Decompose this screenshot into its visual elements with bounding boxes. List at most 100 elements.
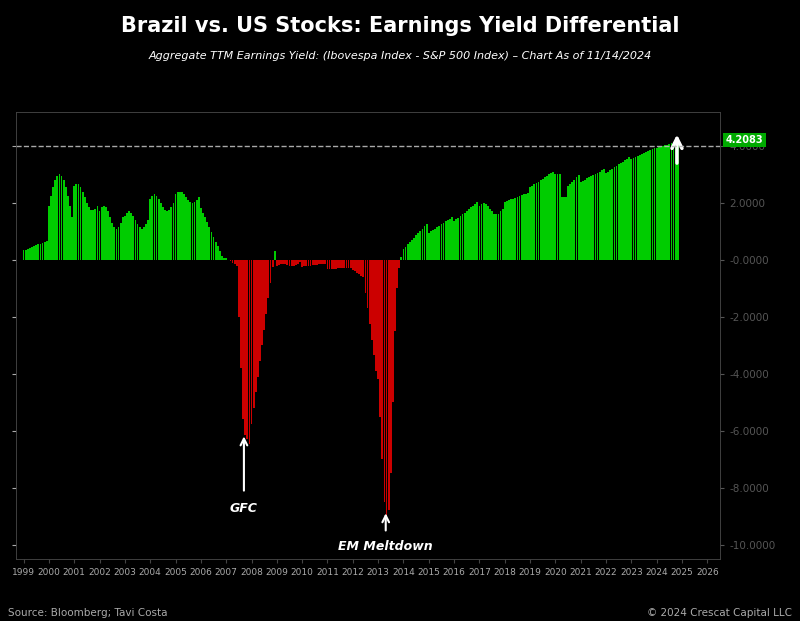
Bar [669, 144, 670, 260]
Bar [299, 260, 301, 261]
Bar [622, 161, 624, 260]
Bar [210, 232, 212, 260]
Bar [529, 188, 531, 260]
Bar [173, 203, 174, 260]
Bar [145, 224, 147, 260]
Bar [570, 184, 571, 260]
Bar [78, 184, 79, 260]
Bar [217, 247, 218, 260]
Bar [58, 175, 60, 260]
Bar [354, 260, 356, 271]
Bar [137, 224, 138, 260]
Bar [80, 187, 82, 260]
Bar [419, 231, 422, 260]
Bar [673, 142, 674, 260]
Bar [278, 260, 280, 265]
Bar [624, 160, 626, 260]
Bar [614, 167, 615, 260]
Bar [22, 250, 25, 260]
Bar [491, 212, 493, 260]
Bar [674, 142, 677, 260]
Bar [111, 223, 113, 260]
Bar [124, 215, 126, 260]
Bar [174, 194, 177, 260]
Bar [143, 227, 145, 260]
Bar [34, 246, 35, 260]
Bar [576, 177, 578, 260]
Bar [25, 250, 26, 260]
Bar [449, 219, 450, 260]
Bar [257, 260, 258, 376]
Bar [369, 260, 370, 324]
Bar [94, 209, 96, 260]
Bar [495, 214, 498, 260]
Bar [643, 153, 645, 260]
Bar [432, 230, 434, 260]
Bar [386, 260, 387, 516]
Bar [586, 178, 588, 260]
Bar [69, 206, 71, 260]
Bar [660, 147, 662, 260]
Bar [554, 175, 556, 260]
Bar [620, 163, 622, 260]
Bar [39, 243, 42, 260]
Bar [242, 260, 244, 419]
Bar [379, 260, 381, 417]
Bar [442, 223, 445, 260]
Bar [358, 260, 360, 274]
Bar [147, 220, 149, 260]
Bar [348, 260, 350, 268]
Bar [365, 260, 366, 292]
Bar [236, 260, 238, 266]
Bar [141, 229, 142, 260]
Bar [584, 179, 586, 260]
Bar [179, 191, 181, 260]
Bar [521, 195, 522, 260]
Bar [44, 242, 46, 260]
Bar [574, 179, 575, 260]
Bar [630, 159, 632, 260]
Bar [558, 175, 561, 260]
Bar [588, 177, 590, 260]
Bar [52, 187, 54, 260]
Bar [472, 206, 474, 260]
Bar [396, 260, 398, 288]
Text: Aggregate TTM Earnings Yield: (Ibovespa Index - S&P 500 Index) – Chart As of 11/: Aggregate TTM Earnings Yield: (Ibovespa … [148, 51, 652, 61]
Bar [605, 173, 607, 260]
Bar [371, 260, 373, 340]
Bar [75, 184, 78, 260]
Bar [498, 214, 499, 260]
Bar [240, 260, 242, 368]
Bar [451, 217, 453, 260]
Bar [263, 260, 265, 330]
Bar [221, 256, 223, 260]
Bar [107, 212, 109, 260]
Bar [326, 260, 328, 269]
Bar [213, 237, 214, 260]
Bar [424, 226, 426, 260]
Bar [289, 260, 290, 266]
Bar [57, 176, 58, 260]
Bar [654, 148, 655, 260]
Bar [232, 260, 234, 263]
Bar [402, 249, 404, 260]
Bar [255, 260, 257, 392]
Bar [394, 260, 396, 331]
Bar [561, 197, 562, 260]
Bar [122, 217, 124, 260]
Bar [580, 182, 582, 260]
Bar [517, 197, 518, 260]
Bar [557, 175, 558, 260]
Bar [280, 260, 282, 264]
Bar [170, 207, 172, 260]
Bar [306, 260, 307, 266]
Bar [428, 233, 430, 260]
Bar [540, 180, 542, 260]
Bar [544, 177, 546, 260]
Bar [523, 194, 525, 260]
Bar [611, 169, 614, 260]
Bar [168, 211, 170, 260]
Bar [656, 148, 658, 260]
Bar [506, 201, 508, 260]
Text: 4.2083: 4.2083 [726, 135, 763, 145]
